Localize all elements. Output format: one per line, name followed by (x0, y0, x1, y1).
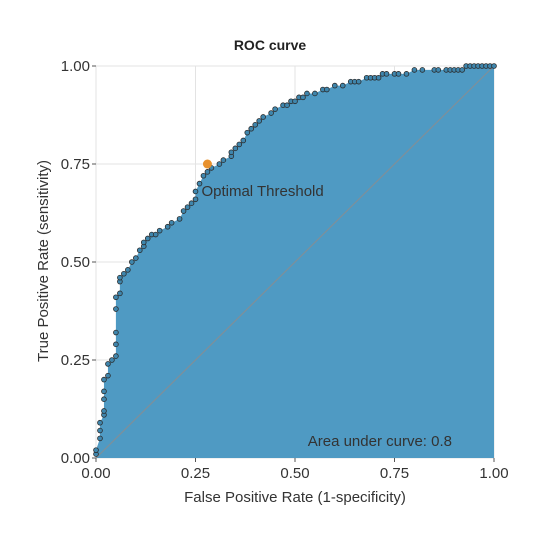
roc-point-45 (220, 157, 227, 163)
roc-point-98 (491, 63, 497, 69)
roc-point-54 (256, 118, 262, 124)
roc-point-90 (459, 67, 465, 73)
chance-diagonal-line (95, 65, 495, 459)
x-tick-label-2: 0.50 (280, 465, 309, 482)
roc-point-13 (113, 353, 119, 359)
y-tick-label-3: 0.75 (61, 156, 90, 173)
roc-point-52 (248, 125, 255, 132)
roc-point-33 (168, 220, 175, 226)
roc-point-4 (97, 419, 103, 426)
y-axis-ticks: 0.00 0.25 0.50 0.75 1.00 (61, 58, 96, 467)
x-tick-label-3: 0.75 (380, 465, 409, 482)
roc-point-76 (375, 74, 382, 81)
roc-point-64 (304, 90, 310, 97)
x-tick-label-4: 1.00 (479, 465, 508, 482)
roc-point-59 (284, 102, 290, 108)
roc-point-68 (331, 82, 338, 89)
optimal-threshold-marker (202, 159, 212, 169)
roc-point-49 (236, 141, 243, 148)
roc-point-30 (152, 231, 159, 238)
roc-point-27 (140, 239, 147, 246)
roc-point-32 (164, 223, 171, 230)
optimal-threshold-label: Optimal Threshold (201, 183, 323, 200)
roc-point-53 (252, 122, 259, 128)
roc-point-40 (196, 180, 203, 187)
roc-point-63 (300, 94, 306, 101)
auc-annotation: Area under curve: 0.8 (308, 433, 452, 450)
roc-point-65 (312, 90, 318, 97)
roc-point-21 (121, 270, 127, 277)
roc-point-38 (192, 196, 199, 203)
roc-point-34 (176, 216, 183, 222)
y-axis-label: True Positive Rate (sensitivity) (35, 160, 52, 362)
roc-point-69 (339, 82, 346, 89)
roc-point-37 (188, 200, 195, 207)
x-tick-label-1: 0.25 (181, 465, 210, 482)
roc-point-23 (129, 259, 135, 265)
roc-point-1 (93, 447, 99, 453)
roc-point-57 (272, 106, 278, 112)
roc-point-2 (97, 435, 103, 442)
roc-point-17 (113, 294, 119, 301)
roc-point-11 (105, 361, 111, 367)
roc-point-25 (136, 247, 143, 254)
roc-point-42 (204, 169, 211, 175)
roc-point-7 (101, 396, 107, 403)
roc-point-80 (395, 71, 402, 77)
roc-point-55 (260, 114, 266, 120)
roc-point-82 (411, 67, 418, 73)
x-axis-label: False Positive Rate (1-specificity) (184, 489, 406, 506)
roc-point-31 (156, 227, 163, 234)
roc-point-35 (180, 208, 187, 214)
roc-point-81 (403, 71, 410, 77)
roc-point-10 (105, 372, 111, 379)
roc-point-44 (216, 161, 223, 167)
roc-point-48 (232, 145, 239, 152)
roc-point-22 (125, 267, 131, 273)
roc-point-12 (109, 357, 115, 363)
y-tick-label-0: 0.00 (61, 450, 90, 467)
roc-point-18 (117, 290, 123, 297)
roc-point-39 (192, 188, 199, 195)
roc-point-67 (324, 86, 330, 93)
roc-point-72 (355, 78, 362, 85)
chart-title: ROC curve (234, 37, 307, 53)
x-axis-ticks: 0.00 0.25 0.50 0.75 1.00 (81, 458, 509, 482)
roc-points (93, 63, 497, 457)
roc-point-24 (133, 255, 139, 261)
roc-point-61 (292, 98, 298, 105)
roc-point-14 (113, 341, 119, 348)
roc-point-83 (419, 67, 426, 73)
roc-point-20 (117, 274, 123, 281)
roc-point-9 (101, 376, 107, 383)
roc-point-50 (240, 137, 247, 144)
roc-point-47 (228, 149, 235, 156)
roc-point-6 (101, 408, 107, 414)
roc-point-15 (113, 329, 119, 336)
roc-point-56 (268, 110, 274, 116)
roc-point-41 (200, 172, 207, 179)
y-tick-label-4: 1.00 (61, 58, 90, 75)
roc-point-85 (435, 67, 442, 73)
roc-point-36 (184, 204, 191, 210)
roc-point-78 (383, 71, 390, 77)
x-tick-label-0: 0.00 (81, 465, 110, 482)
y-tick-label-2: 0.50 (61, 254, 90, 271)
roc-point-3 (97, 427, 103, 434)
roc-point-28 (144, 235, 151, 242)
roc-point-8 (101, 388, 107, 395)
roc-point-16 (113, 306, 119, 312)
roc-point-51 (244, 129, 251, 136)
y-tick-label-1: 0.25 (61, 352, 90, 369)
